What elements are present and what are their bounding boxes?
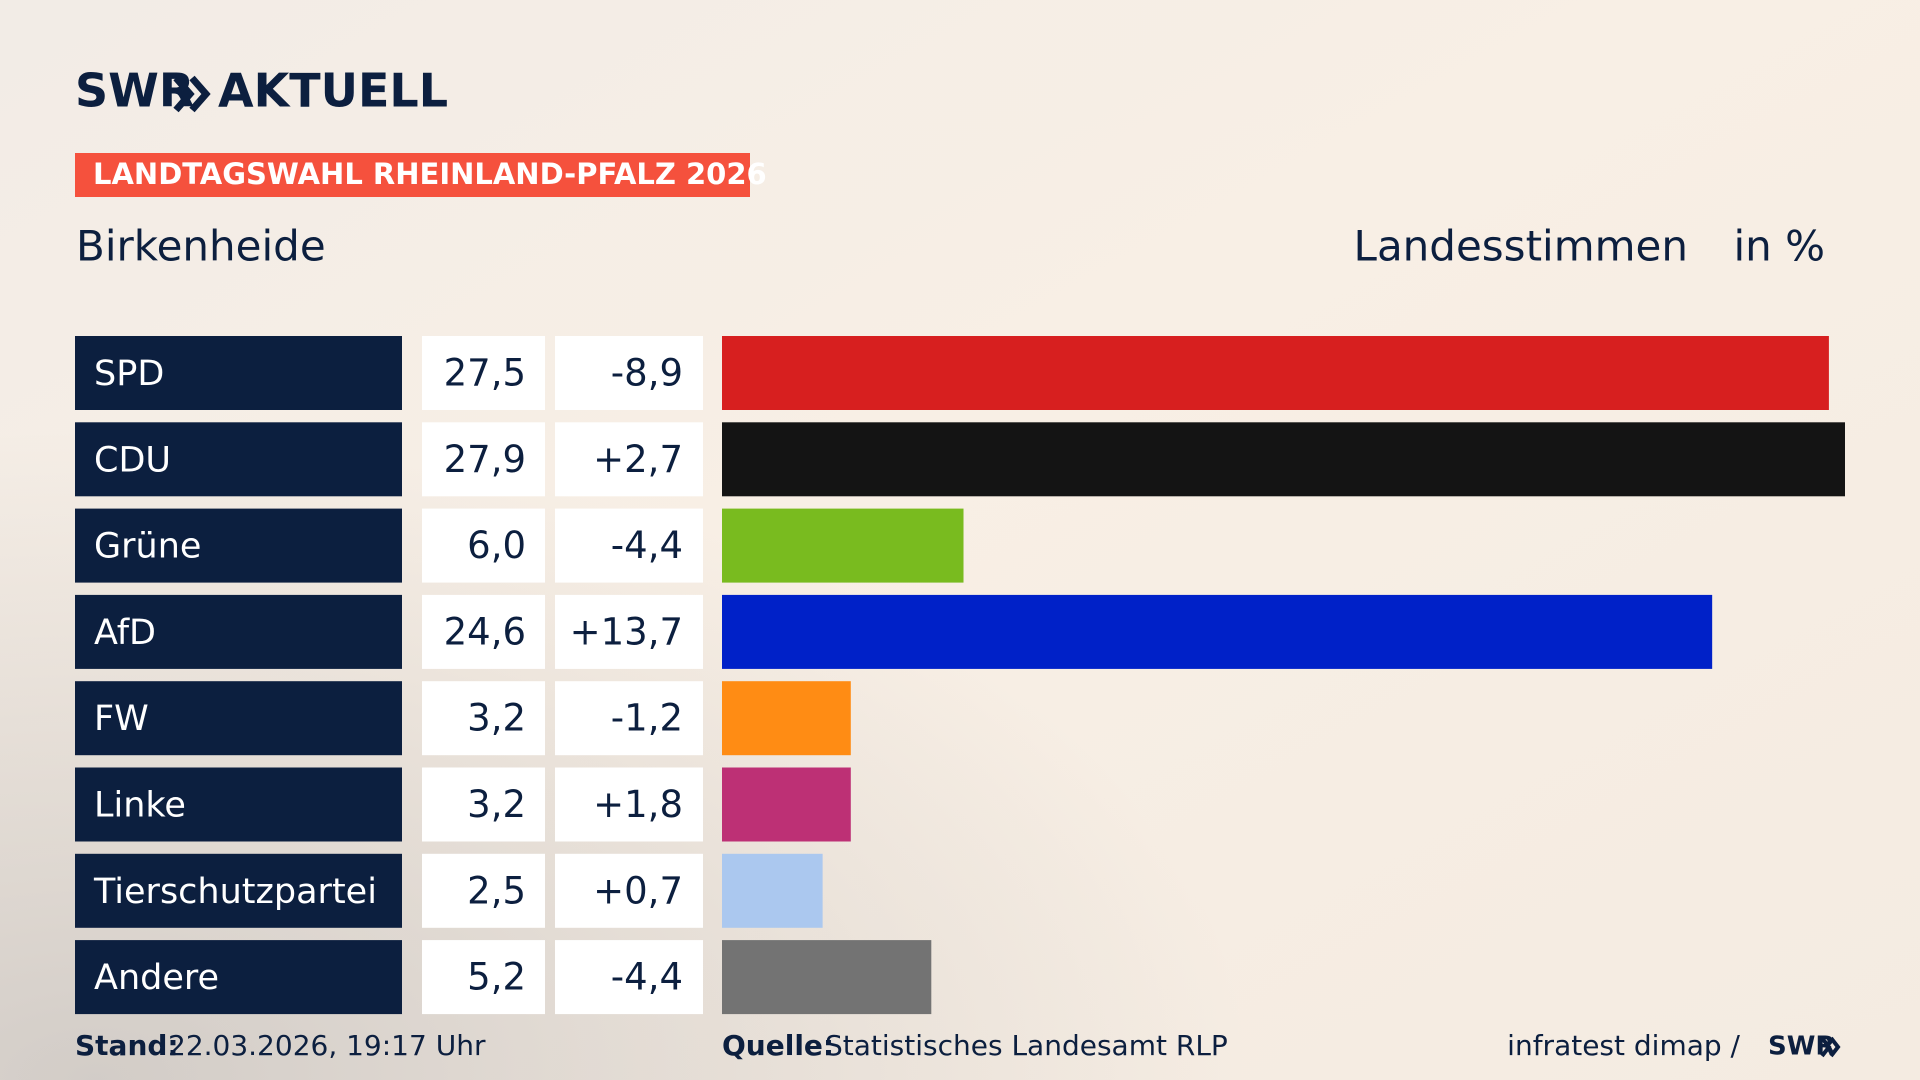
party-name: AfD xyxy=(94,613,156,653)
party-box xyxy=(75,853,402,928)
change-label: +1,8 xyxy=(593,783,683,826)
party-name: Grüne xyxy=(94,527,201,567)
source-label: Quelle: xyxy=(722,1029,834,1062)
bar xyxy=(722,422,1845,497)
change-label: -1,2 xyxy=(611,697,683,740)
value-label: 2,5 xyxy=(467,869,526,912)
credit-brand: SWR xyxy=(1768,1032,1835,1062)
logo-arrows xyxy=(173,75,211,113)
credit: infratest dimap / xyxy=(1507,1029,1740,1062)
party-name: Tierschutzpartei xyxy=(93,872,377,912)
value-box xyxy=(422,508,545,583)
change-box xyxy=(555,594,703,669)
banner-bg xyxy=(75,153,750,197)
value-title: Landesstimmen xyxy=(1354,222,1688,271)
value-box xyxy=(422,767,545,842)
bar xyxy=(722,940,932,1015)
change-label: +13,7 xyxy=(570,610,683,653)
change-label: -4,4 xyxy=(611,524,683,567)
value-label: 27,9 xyxy=(444,438,526,481)
party-name: Andere xyxy=(94,958,219,998)
change-box xyxy=(555,508,703,583)
bar xyxy=(722,767,851,842)
change-label: -8,9 xyxy=(611,352,683,395)
party-box xyxy=(75,422,402,497)
stand-value: 22.03.2026, 19:17 Uhr xyxy=(168,1029,486,1062)
source-value: Statistisches Landesamt RLP xyxy=(825,1029,1228,1062)
party-box xyxy=(75,594,402,669)
unit: in % xyxy=(1733,222,1825,271)
change-label: +0,7 xyxy=(593,869,683,912)
value-box xyxy=(422,681,545,756)
value-label: 24,6 xyxy=(444,610,526,653)
party-box xyxy=(75,336,402,410)
bar xyxy=(722,508,964,583)
value-label: 27,5 xyxy=(444,352,526,395)
value-box xyxy=(422,594,545,669)
party-name: Linke xyxy=(94,786,186,826)
banner: LANDTAGSWAHL RHEINLAND-PFALZ 2026 xyxy=(93,157,767,191)
value-box xyxy=(422,422,545,497)
value-label: 5,2 xyxy=(467,956,526,999)
change-box xyxy=(555,422,703,497)
change-box xyxy=(555,767,703,842)
change-box xyxy=(555,336,703,410)
change-box xyxy=(555,681,703,756)
bar xyxy=(722,681,851,756)
credit-arrows xyxy=(1820,1036,1841,1058)
change-label: -4,4 xyxy=(611,956,683,999)
logo-suffix: AKTUELL xyxy=(218,64,448,118)
change-box xyxy=(555,940,703,1015)
party-box xyxy=(75,508,402,583)
party-name: FW xyxy=(94,699,149,739)
party-box xyxy=(75,681,402,756)
subtitle: Birkenheide xyxy=(76,222,326,271)
change-label: +2,7 xyxy=(593,438,683,481)
value-box xyxy=(422,853,545,928)
party-name: SPD xyxy=(94,354,164,394)
change-box xyxy=(555,853,703,928)
value-box xyxy=(422,336,545,410)
value-label: 6,0 xyxy=(467,524,526,567)
value-box xyxy=(422,940,545,1015)
party-box xyxy=(75,940,402,1015)
bar xyxy=(722,594,1713,669)
party-name: CDU xyxy=(94,440,171,480)
stand-label: Stand: xyxy=(75,1029,179,1062)
value-label: 3,2 xyxy=(467,783,526,826)
bar xyxy=(722,336,1829,410)
party-box xyxy=(75,767,402,842)
bar xyxy=(722,853,823,928)
value-label: 3,2 xyxy=(467,697,526,740)
